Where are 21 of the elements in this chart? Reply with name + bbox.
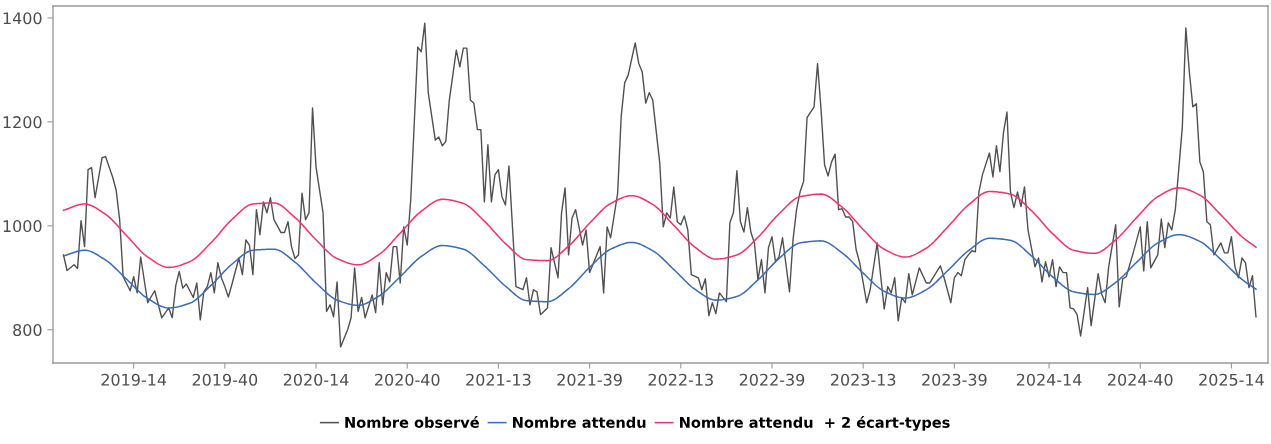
x-tick-label: 2025-14: [1199, 373, 1264, 386]
x-tick-label: 2021-13: [466, 373, 531, 386]
legend-label: Nombre attendu + 2 écart-types: [680, 416, 950, 431]
x-tick-label: 2023-39: [922, 373, 987, 386]
x-tick-label: 2022-13: [648, 373, 713, 386]
y-tick-label: 1200: [3, 116, 42, 129]
y-tick-label: 800: [13, 323, 42, 337]
x-tick-label: 2020-40: [375, 373, 440, 386]
x-tick-label: 2021-39: [557, 373, 622, 386]
x-tick-label: 2024-14: [1016, 373, 1082, 386]
y-tick-label: 1400: [3, 12, 42, 25]
line-series: [62, 22, 1257, 348]
x-tick-label: 2024-40: [1108, 373, 1173, 386]
legend-label: Nombre attendu: [513, 416, 646, 428]
x-tick-label: 2019-14: [101, 373, 167, 386]
x-tick-label: 2020-14: [283, 373, 349, 386]
y-tick-label: 1000: [3, 220, 42, 233]
legend-label: Nombre observé: [345, 416, 479, 428]
x-tick-label: 2019-40: [192, 373, 258, 386]
x-tick-label: 2022-39: [739, 373, 805, 386]
x-tick-label: 2023-13: [830, 373, 896, 386]
